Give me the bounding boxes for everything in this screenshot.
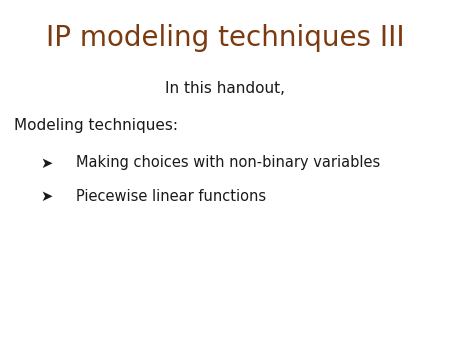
Text: IP modeling techniques III: IP modeling techniques III [46, 24, 404, 52]
Text: Modeling techniques:: Modeling techniques: [14, 118, 177, 133]
Text: Piecewise linear functions: Piecewise linear functions [76, 189, 266, 204]
Text: ➤: ➤ [40, 189, 53, 204]
Text: ➤: ➤ [40, 155, 53, 170]
Text: In this handout,: In this handout, [165, 81, 285, 96]
Text: Making choices with non-binary variables: Making choices with non-binary variables [76, 155, 381, 170]
